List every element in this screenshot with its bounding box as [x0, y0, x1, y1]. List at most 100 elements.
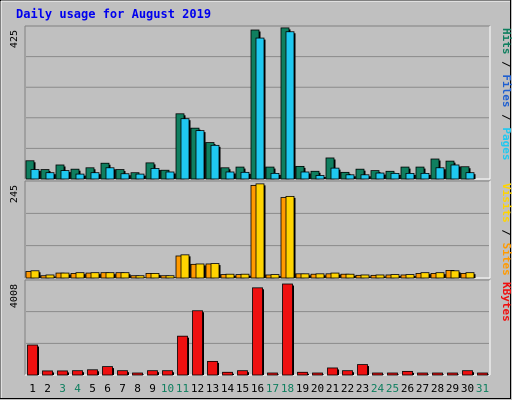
bar-hits-files-day-13 — [210, 144, 220, 180]
bar-kbytes-kbytes-day-13 — [207, 360, 218, 376]
bar-visits-sites-day-6 — [105, 272, 115, 279]
legend-entry: / — [500, 55, 512, 75]
day-label-9: 9 — [149, 382, 156, 395]
bar-hits-files-day-16 — [255, 37, 265, 180]
bar-kbytes-kbytes-day-12 — [192, 310, 203, 376]
day-label-30: 30 — [461, 382, 474, 395]
bar-kbytes-kbytes-day-4 — [72, 370, 83, 376]
day-label-27: 27 — [416, 382, 429, 395]
bar-visits-sites-day-28 — [435, 272, 445, 279]
panel-kbytes: 4008 KBytes — [9, 279, 512, 376]
bar-visits-sites-day-1 — [30, 270, 40, 279]
legend-entry: Files — [500, 74, 512, 107]
day-label-22: 22 — [341, 382, 354, 395]
bar-hits-files-day-18 — [285, 31, 295, 180]
bar-visits-sites-day-30 — [465, 272, 475, 279]
day-label-21: 21 — [326, 382, 339, 395]
day-label-1: 1 — [29, 382, 36, 395]
panel-legend: Visits / Sites — [500, 183, 512, 276]
bar-visits-sites-day-11 — [180, 254, 190, 279]
day-label-29: 29 — [446, 382, 459, 395]
bar-kbytes-kbytes-day-20 — [312, 372, 323, 376]
bar-hits-files-day-26 — [405, 172, 415, 180]
bar-kbytes-kbytes-day-26 — [402, 370, 413, 376]
bar-visits-sites-day-2 — [45, 274, 55, 279]
day-label-13: 13 — [206, 382, 219, 395]
bar-kbytes-kbytes-day-30 — [462, 370, 473, 376]
bar-visits-sites-day-4 — [75, 272, 85, 279]
bar-visits-sites-day-8 — [135, 275, 145, 279]
day-label-2: 2 — [44, 382, 51, 395]
bar-hits-files-day-21 — [330, 167, 340, 180]
bar-hits-files-day-17 — [270, 172, 280, 180]
bar-kbytes-kbytes-day-24 — [372, 372, 383, 376]
day-label-5: 5 — [89, 382, 96, 395]
bar-visits-sites-day-10 — [165, 275, 175, 279]
bar-visits-sites-day-5 — [90, 272, 100, 279]
legend-entry: Visits — [500, 183, 512, 223]
day-label-31: 31 — [476, 382, 489, 395]
bar-kbytes-kbytes-day-2 — [42, 370, 53, 376]
bar-kbytes-kbytes-day-10 — [162, 370, 173, 376]
bar-hits-files-day-30 — [465, 172, 475, 180]
day-label-24: 24 — [371, 382, 385, 395]
bar-hits-files-day-3 — [60, 170, 70, 180]
bar-hits-files-day-1 — [30, 169, 40, 180]
bar-hits-files-day-6 — [105, 167, 115, 180]
day-label-16: 16 — [251, 382, 264, 395]
day-label-28: 28 — [431, 382, 444, 395]
day-label-11: 11 — [176, 382, 189, 395]
bar-visits-sites-day-26 — [405, 274, 415, 279]
bar-visits-sites-day-9 — [150, 273, 160, 279]
day-label-4: 4 — [74, 382, 81, 395]
day-label-7: 7 — [119, 382, 126, 395]
bar-visits-sites-day-15 — [240, 273, 250, 279]
bar-kbytes-kbytes-day-31 — [477, 372, 488, 376]
bar-kbytes-kbytes-day-7 — [117, 370, 128, 376]
bar-kbytes-kbytes-day-16 — [252, 287, 263, 376]
bar-kbytes-kbytes-day-17 — [267, 372, 278, 376]
bar-visits-sites-day-22 — [345, 273, 355, 279]
bar-visits-sites-day-24 — [375, 274, 385, 279]
bar-hits-files-day-22 — [345, 174, 355, 180]
bar-hits-files-day-2 — [45, 172, 55, 180]
bar-hits-files-day-15 — [240, 171, 250, 180]
bar-hits-hits-day-23 — [355, 168, 365, 180]
bar-kbytes-kbytes-day-21 — [327, 367, 338, 376]
day-label-6: 6 — [104, 382, 111, 395]
day-label-25: 25 — [386, 382, 399, 395]
day-label-26: 26 — [401, 382, 414, 395]
bar-visits-sites-day-14 — [225, 273, 235, 279]
bar-visits-sites-day-23 — [360, 274, 370, 279]
bar-visits-sites-day-27 — [420, 272, 430, 279]
bar-hits-files-day-24 — [375, 172, 385, 180]
bar-kbytes-kbytes-day-19 — [297, 371, 308, 376]
bar-visits-sites-day-29 — [450, 270, 460, 279]
bar-hits-files-day-12 — [195, 130, 205, 180]
bar-kbytes-kbytes-day-11 — [177, 335, 188, 376]
bar-hits-files-day-9 — [150, 168, 160, 180]
bar-hits-files-day-10 — [165, 171, 175, 180]
panel-legend: Hits / Files / Pages — [500, 28, 512, 161]
bar-kbytes-kbytes-day-22 — [342, 370, 353, 376]
bar-kbytes-kbytes-day-29 — [447, 372, 458, 376]
day-label-8: 8 — [134, 382, 141, 395]
bar-visits-sites-day-17 — [270, 274, 280, 279]
legend-entry: Pages — [500, 127, 512, 160]
bar-visits-sites-day-12 — [195, 263, 205, 279]
bar-kbytes-kbytes-day-1 — [27, 344, 38, 376]
bar-visits-sites-day-13 — [210, 263, 220, 279]
bar-kbytes-kbytes-day-23 — [357, 364, 368, 376]
bar-visits-sites-day-7 — [120, 272, 130, 279]
bar-hits-files-day-8 — [135, 173, 145, 180]
day-label-20: 20 — [311, 382, 324, 395]
bar-hits-files-day-5 — [90, 172, 100, 180]
day-label-18: 18 — [281, 382, 294, 395]
legend-entry: Sites — [500, 243, 512, 276]
bar-hits-files-day-23 — [360, 174, 370, 180]
bar-visits-sites-day-25 — [390, 274, 400, 279]
day-label-23: 23 — [356, 382, 369, 395]
bar-kbytes-kbytes-day-3 — [57, 370, 68, 376]
panel-max-label: 425 — [9, 30, 20, 48]
